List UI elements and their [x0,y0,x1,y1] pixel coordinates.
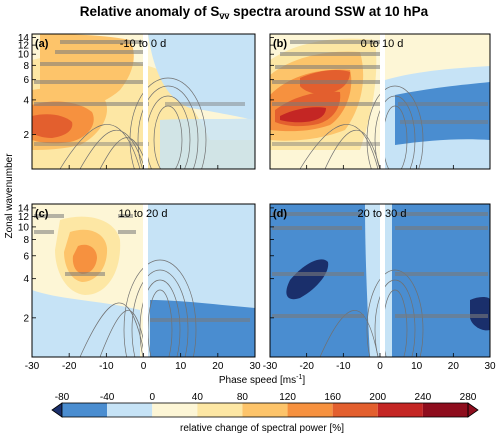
colorbar-tick-160: 160 [324,392,341,403]
xtick-label--10: -10 [336,361,351,372]
colorbar-tick--40: -40 [100,392,115,403]
colorbar-frame [61,402,469,418]
panel-b-significance [272,40,488,146]
panel-a-significance [34,40,245,146]
colorbar-tick-200: 200 [369,392,386,403]
ytick-label-12: 12 [18,212,30,223]
colorbar-tick-40: 40 [192,392,204,403]
xtick-label--20: -20 [62,361,77,372]
panel-a-label: (a) [35,38,49,50]
x-axis-label: Phase speed [ms-1] [219,374,306,386]
colorbar-segment-7 [377,403,423,417]
xtick-label-10: 10 [411,361,423,372]
panel-d: (d) 20 to 30 d [269,203,491,358]
colorbar: -80 -40 0 40 80 120 160 200 240 280 [51,392,479,418]
colorbar-tick-0: 0 [149,392,155,403]
panel-b-title: 0 to 10 d [361,38,404,50]
ytick-label-6: 6 [23,251,29,262]
panel-a-line-contours [59,77,207,169]
ytick-label-10: 10 [18,222,30,233]
colorbar-segment-2 [152,403,198,417]
xtick-label-10: 10 [175,361,187,372]
colorbar-segment-0 [62,403,108,417]
ytick-label-4: 4 [23,95,29,106]
panel-c-significance [34,214,250,322]
colorbar-segment-4 [242,403,288,417]
panel-d-contours [286,204,490,357]
figure-title: Relative anomaly of Sv̅v̅ spectra around… [80,4,429,21]
y-axis-label: Zonal wavenumber [4,153,15,239]
panel-c-title: 10 to 20 d [119,208,168,220]
xtick-label-30: 30 [249,361,261,372]
colorbar-segment-6 [332,403,378,417]
xtick-label-0: 0 [141,361,147,372]
colorbar-tick-280: 280 [460,392,477,403]
panel-c-label: (c) [35,208,49,220]
xtick-label--30: -30 [263,361,278,372]
ytick-label-14: 14 [18,33,30,44]
panel-d-label: (d) [273,208,287,220]
ytick-label-2: 2 [23,313,29,324]
panel-a-zero-gap [143,34,148,169]
ytick-label-2: 2 [23,130,29,141]
xtick-label-20: 20 [448,361,460,372]
colorbar-tick-80: 80 [237,392,249,403]
xtick-label--20: -20 [299,361,314,372]
colorbar-extend-low [51,402,63,418]
panel-a: (a) -10 to 0 d [31,33,256,170]
colorbar-extend-high [467,402,479,418]
ytick-label-4: 4 [23,274,29,285]
colorbar-segment-3 [197,403,243,417]
panel-b: (b) 0 to 10 d [269,33,491,170]
ytick-label-14: 14 [18,203,30,214]
ytick-label-10: 10 [18,50,30,61]
colorbar-tick-120: 120 [279,392,296,403]
panel-b-label: (b) [273,38,287,50]
panel-d-zero-gap [380,204,385,357]
panel-c: (c) 10 to 20 d [31,203,256,358]
panel-c-line-contours [79,259,197,357]
panel-d-title: 20 to 30 d [358,208,407,220]
panel-d-significance [272,212,488,318]
ytick-label-6: 6 [23,75,29,86]
ytick-label-8: 8 [23,61,29,72]
colorbar-tick-240: 240 [415,392,432,403]
panel-b-zero-gap [380,34,385,169]
colorbar-tick--80: -80 [55,392,70,403]
colorbar-segment-5 [287,403,333,417]
colorbar-label: relative change of spectral power [%] [180,423,344,434]
xtick-label-30: 30 [484,361,496,372]
panel-c-zero-gap [143,204,148,357]
panel-a-title: -10 to 0 d [120,38,166,50]
ytick-label-8: 8 [23,235,29,246]
xtick-label-0: 0 [377,361,383,372]
colorbar-segment-1 [107,403,153,417]
xtick-label-20: 20 [212,361,224,372]
colorbar-segment-8 [422,403,468,417]
xtick-label--30: -30 [25,361,40,372]
xtick-label--10: -10 [99,361,114,372]
ytick-label-12: 12 [18,41,30,52]
